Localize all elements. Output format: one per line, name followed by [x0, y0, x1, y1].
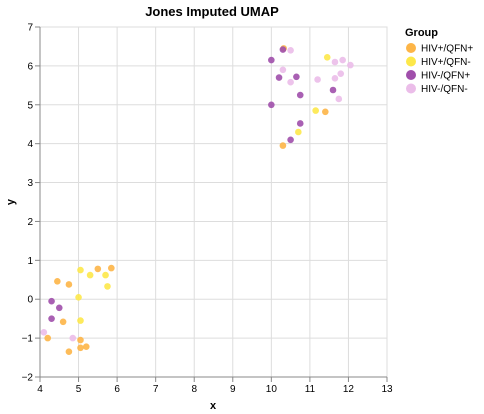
x-tick-label: 11: [305, 384, 316, 395]
data-point: [77, 336, 84, 344]
data-point: [48, 297, 55, 305]
data-point: [55, 304, 63, 312]
y-tick-label: 0: [27, 295, 33, 306]
y-tick-label: 7: [27, 23, 33, 34]
data-point: [293, 73, 300, 81]
data-point: [279, 142, 287, 149]
data-point: [65, 281, 73, 288]
y-tick-label: 3: [27, 178, 33, 189]
data-point: [82, 343, 90, 350]
x-tick-label: 5: [76, 384, 82, 395]
chart-title: Jones Imputed UMAP: [145, 4, 279, 19]
y-tick-label: −2: [22, 373, 34, 384]
legend-symbol: [406, 83, 416, 94]
data-point: [268, 101, 275, 109]
x-tick-label: 10: [266, 384, 278, 395]
data-point: [279, 66, 287, 74]
legend-label: HIV+/QFN+: [421, 44, 473, 55]
x-tick-label: 9: [230, 384, 236, 395]
data-point: [331, 75, 339, 82]
legend-label: HIV+/QFN-: [421, 57, 471, 68]
data-point: [331, 58, 339, 66]
x-tick-label: 8: [191, 384, 197, 395]
data-point: [59, 318, 67, 326]
data-point: [329, 86, 337, 94]
data-point: [94, 265, 102, 273]
data-point: [44, 334, 52, 342]
data-point: [268, 56, 275, 64]
data-point: [77, 344, 84, 352]
data-point: [287, 78, 294, 86]
x-tick-label: 7: [153, 384, 159, 395]
data-point: [339, 56, 346, 64]
data-point: [314, 76, 321, 83]
y-tick-label: 6: [27, 61, 33, 72]
data-point: [75, 293, 82, 301]
data-point: [287, 136, 294, 144]
data-point: [104, 283, 111, 290]
legend-label: HIV-/QFN-: [421, 84, 468, 95]
data-point: [40, 328, 48, 336]
legend-symbol: [406, 70, 416, 80]
data-point: [77, 266, 84, 274]
data-point: [69, 334, 77, 342]
data-point: [347, 61, 354, 69]
data-point: [54, 278, 61, 285]
data-point: [322, 108, 329, 116]
data-point: [296, 120, 304, 127]
data-point: [86, 271, 94, 279]
y-tick-label: 5: [27, 100, 33, 111]
x-tick-label: 13: [381, 384, 393, 395]
y-tick-label: 4: [27, 139, 33, 150]
x-tick-label: 4: [37, 384, 43, 395]
legend-symbol: [406, 43, 416, 53]
data-point: [279, 46, 287, 53]
data-point: [287, 47, 294, 54]
legend-symbol: [406, 56, 416, 67]
data-point: [312, 107, 319, 114]
data-point: [275, 74, 283, 81]
data-point: [108, 264, 115, 272]
legend-title: Group: [405, 27, 438, 39]
y-tick-label: 2: [27, 217, 33, 228]
legend: Group HIV+/QFN+ HIV+/QFN- HIV-/QFN+ HIV-/QF…: [405, 27, 473, 95]
data-point: [48, 315, 55, 322]
data-point: [77, 317, 84, 324]
y-axis-title: y: [5, 198, 17, 205]
data-point: [295, 128, 302, 136]
data-point: [102, 271, 109, 279]
data-point: [296, 91, 304, 99]
data-point: [323, 54, 331, 61]
data-point: [65, 348, 73, 356]
legend-label: HIV-/QFN+: [421, 71, 470, 82]
x-tick-label: 12: [343, 384, 355, 395]
y-tick-label: −1: [22, 334, 34, 345]
data-points: [40, 45, 354, 356]
x-tick-label: 6: [114, 384, 120, 395]
y-tick-label: 1: [27, 256, 33, 267]
data-point: [337, 70, 345, 77]
data-point: [335, 95, 343, 103]
x-axis-title: x: [210, 400, 217, 412]
